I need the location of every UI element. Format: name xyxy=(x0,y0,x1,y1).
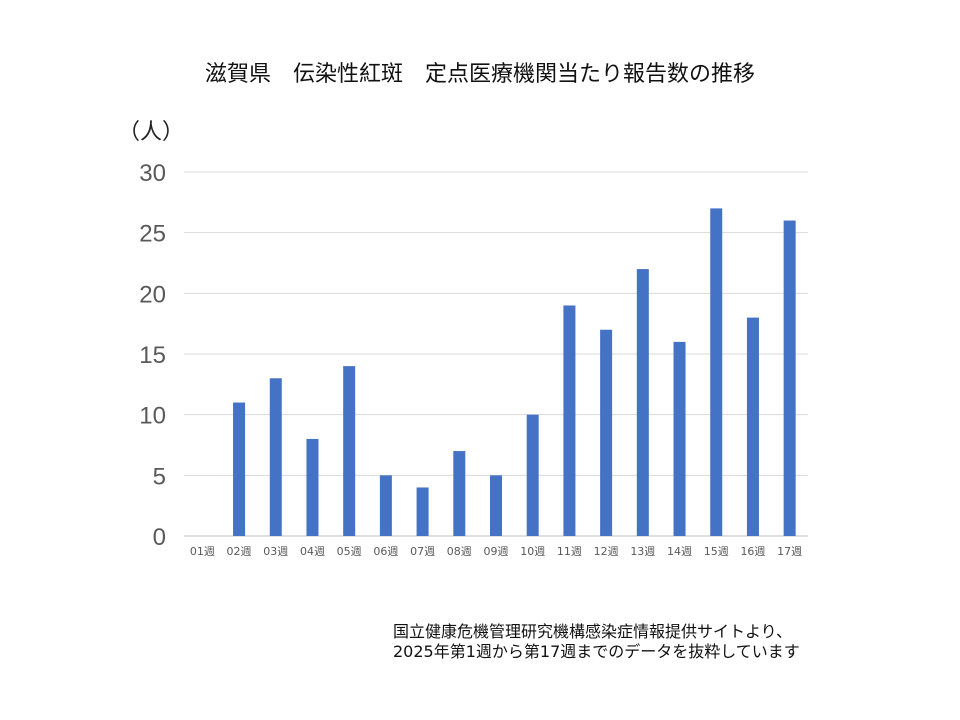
bar xyxy=(746,317,759,536)
bar xyxy=(600,329,613,536)
y-tick-label: 25 xyxy=(139,221,166,248)
x-tick-label: 16週 xyxy=(740,545,765,558)
x-tick-label: 08週 xyxy=(447,545,472,558)
chart-title: 滋賀県 伝染性紅斑 定点医療機関当たり報告数の推移 xyxy=(204,62,755,87)
x-tick-label: 13週 xyxy=(630,545,655,558)
source-note-line-1: 国立健康危機管理研究機構感染症情報提供サイトより、 xyxy=(393,622,793,641)
y-axis-unit-label: （人） xyxy=(118,120,185,145)
source-note-line-2: 2025年第1週から第17週までのデータを抜粋しています xyxy=(393,642,800,661)
bar xyxy=(710,208,723,536)
x-tick-label: 01週 xyxy=(190,545,215,558)
x-tick-label: 05週 xyxy=(337,545,362,558)
bar xyxy=(526,414,539,536)
y-tick-label: 15 xyxy=(139,342,166,369)
bar xyxy=(673,341,686,536)
source-note: 国立健康危機管理研究機構感染症情報提供サイトより、 2025年第1週から第17週… xyxy=(393,622,800,662)
bar xyxy=(343,366,356,536)
x-tick-label: 04週 xyxy=(300,545,325,558)
y-tick-label: 0 xyxy=(153,524,166,551)
x-tick-label: 02週 xyxy=(227,545,252,558)
y-tick-labels: 0 5 10 15 20 25 30 xyxy=(139,160,166,551)
bar xyxy=(233,402,246,536)
x-tick-label: 14週 xyxy=(667,545,692,558)
bar xyxy=(416,487,429,536)
x-tick-label: 17週 xyxy=(777,545,802,558)
bar xyxy=(306,438,319,536)
bar xyxy=(269,378,282,536)
x-tick-label: 03週 xyxy=(263,545,288,558)
bar-chart: 0 5 10 15 20 25 30 01週 02週 03週 04週 05週 06週 07週 08週 09週… xyxy=(139,160,808,558)
y-tick-label: 20 xyxy=(139,281,166,308)
x-tick-label: 07週 xyxy=(410,545,435,558)
x-tick-labels: 01週 02週 03週 04週 05週 06週 07週 08週 09週 10週 11週 12週 13週 1… xyxy=(190,545,802,558)
y-tick-label: 30 xyxy=(139,160,166,187)
bar xyxy=(783,220,796,537)
bars xyxy=(233,208,796,537)
y-tick-label: 5 xyxy=(153,463,166,490)
x-tick-label: 09週 xyxy=(484,545,509,558)
x-tick-label: 11週 xyxy=(557,545,582,558)
x-tick-label: 10週 xyxy=(520,545,545,558)
x-tick-label: 06週 xyxy=(373,545,398,558)
y-tick-label: 10 xyxy=(139,403,166,430)
x-tick-label: 12週 xyxy=(594,545,619,558)
bar xyxy=(490,475,502,536)
bar xyxy=(379,475,392,536)
bar xyxy=(636,269,649,536)
x-tick-label: 15週 xyxy=(704,545,729,558)
bar xyxy=(453,451,466,536)
bar xyxy=(563,305,576,536)
